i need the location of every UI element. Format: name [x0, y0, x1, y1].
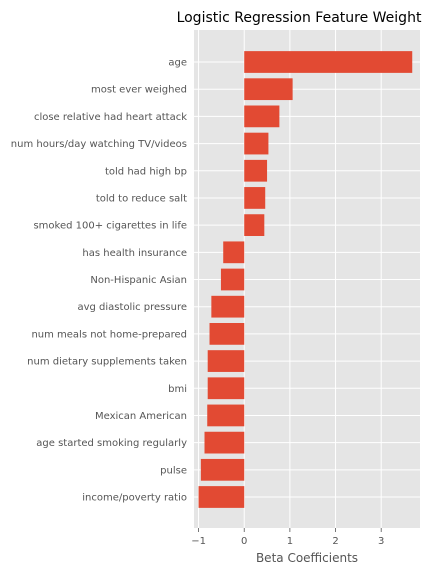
y-tick-label: told to reduce salt [96, 193, 187, 204]
x-tick-label: 1 [287, 536, 293, 547]
y-tick-label: Mexican American [95, 411, 187, 422]
bar [223, 241, 245, 264]
bar [204, 431, 245, 454]
bar [207, 350, 245, 372]
y-tick-labels: age most ever weighed close relative had h… [11, 58, 187, 504]
chart-title: Logistic Regression Feature Weight [177, 10, 422, 26]
bar [207, 404, 245, 427]
x-tick-label: 0 [241, 536, 247, 547]
bar [244, 159, 268, 182]
x-tick-labels: −1 0 1 2 3 [191, 528, 384, 547]
y-tick-label: num hours/day watching TV/videos [11, 139, 187, 150]
bar [209, 323, 245, 345]
x-tick-label: 2 [332, 536, 338, 547]
y-tick-label: has health insurance [82, 248, 187, 259]
y-tick-label: Non-Hispanic Asian [90, 275, 187, 286]
bar [244, 214, 265, 236]
y-tick-label: avg diastolic pressure [77, 302, 187, 313]
bar [244, 51, 413, 73]
bars [198, 51, 413, 508]
y-tick-label: close relative had heart attack [34, 112, 187, 123]
bar [200, 458, 245, 481]
x-tick-label: −1 [191, 536, 206, 547]
y-tick-label: age started smoking regularly [36, 438, 187, 449]
x-axis-label: Beta Coefficients [256, 551, 358, 565]
bar [198, 486, 245, 508]
y-tick-label: num dietary supplements taken [27, 357, 187, 368]
bar [220, 268, 245, 291]
y-tick-label: told had high bp [105, 166, 187, 177]
y-tick-label: bmi [168, 384, 187, 395]
bar [244, 78, 293, 101]
y-tick-label: most ever weighed [91, 85, 187, 96]
bar [244, 187, 266, 209]
x-tick-label: 3 [378, 536, 384, 547]
y-tick-label: income/poverty ratio [82, 493, 187, 504]
y-tick-label: num meals not home-prepared [31, 329, 187, 340]
y-tick-label: pulse [160, 465, 187, 476]
y-tick-label: age [168, 58, 187, 69]
y-tick-label: smoked 100+ cigarettes in life [33, 221, 187, 232]
bar [207, 377, 245, 400]
bar [244, 132, 269, 155]
bar [211, 295, 245, 318]
grid-lines [194, 30, 420, 528]
bar [244, 105, 280, 128]
